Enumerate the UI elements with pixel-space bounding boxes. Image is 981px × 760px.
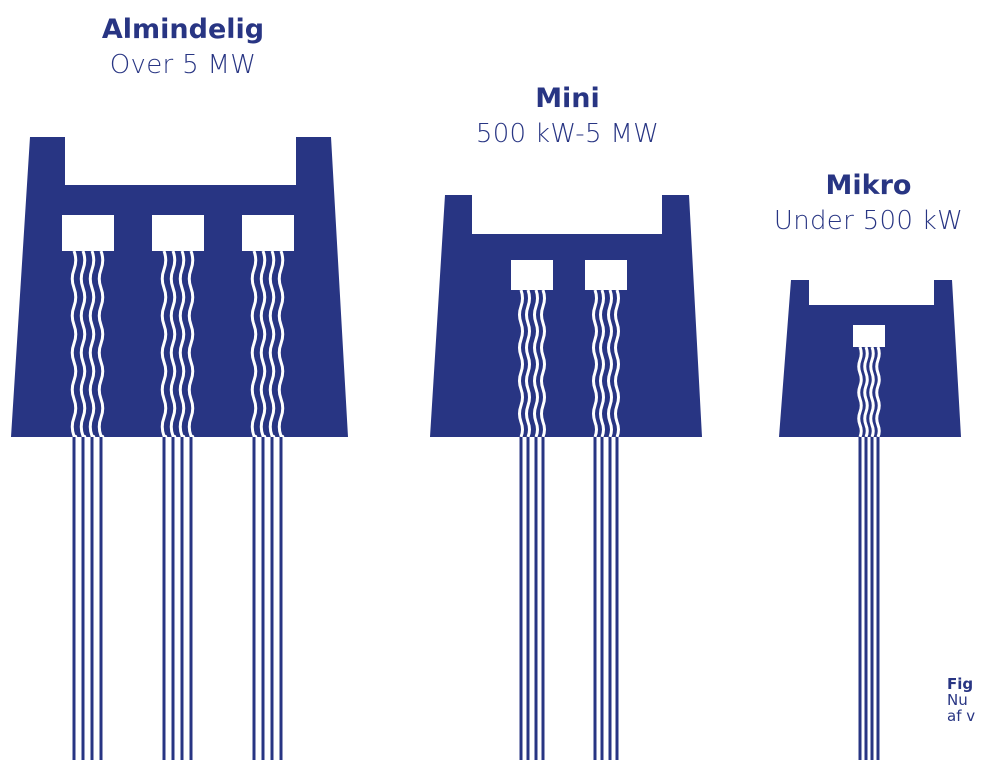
plant-title-mikro: Mikro xyxy=(825,170,912,201)
water-flow-wave xyxy=(875,346,881,438)
water-flow-wave xyxy=(259,250,267,439)
water-flow-wave xyxy=(97,250,105,439)
water-flow-wave xyxy=(268,250,276,439)
figure-caption-line-1: Nu xyxy=(947,691,968,709)
water-flow-wave xyxy=(160,250,168,439)
plant-title-almindelig: Almindelig xyxy=(101,14,265,45)
plant-label-almindelig: Almindelig Over 5 MW xyxy=(88,12,278,82)
plant-range-mikro: Under 500 kW xyxy=(773,206,964,236)
figure-caption-line-2: af v xyxy=(947,707,976,724)
plant-title-mini: Mini xyxy=(535,83,600,114)
water-flow-wave xyxy=(70,250,78,439)
turbine-box xyxy=(511,260,553,290)
turbine-box xyxy=(585,260,627,290)
water-flow-wave xyxy=(592,289,598,438)
water-flow-wave xyxy=(614,289,620,438)
figure-caption-label: Fig xyxy=(947,676,974,693)
water-flow-wave xyxy=(869,346,875,438)
water-flow-wave xyxy=(178,250,186,439)
water-flow-wave xyxy=(277,250,285,439)
water-flow-wave xyxy=(187,250,195,439)
plant-building-mikro xyxy=(779,280,961,437)
plant-mini xyxy=(430,195,702,760)
water-flow-wave xyxy=(88,250,96,439)
plant-mikro xyxy=(779,280,961,760)
water-flow-wave xyxy=(599,289,605,438)
water-flow-wave xyxy=(863,346,869,438)
turbine-box xyxy=(853,325,885,347)
plant-almindelig xyxy=(11,137,348,760)
water-flow-wave xyxy=(607,289,613,438)
water-flow-wave xyxy=(250,250,258,439)
water-flow-wave xyxy=(857,346,863,438)
figure-caption: Fig Nu af v xyxy=(947,676,981,724)
plant-label-mini: Mini 500 kW-5 MW xyxy=(455,81,680,151)
turbine-box xyxy=(62,215,114,251)
plant-label-mikro: Mikro Under 500 kW xyxy=(756,168,981,238)
water-flow-wave xyxy=(518,289,524,438)
plant-building-mini xyxy=(430,195,702,437)
water-flow-wave xyxy=(540,289,546,438)
water-flow-wave xyxy=(169,250,177,439)
water-flow-wave xyxy=(79,250,87,439)
turbine-box xyxy=(152,215,204,251)
turbine-box xyxy=(242,215,294,251)
water-flow-wave xyxy=(533,289,539,438)
plant-range-mini: 500 kW-5 MW xyxy=(475,119,660,149)
water-flow-wave xyxy=(525,289,531,438)
plant-range-almindelig: Over 5 MW xyxy=(109,50,257,80)
